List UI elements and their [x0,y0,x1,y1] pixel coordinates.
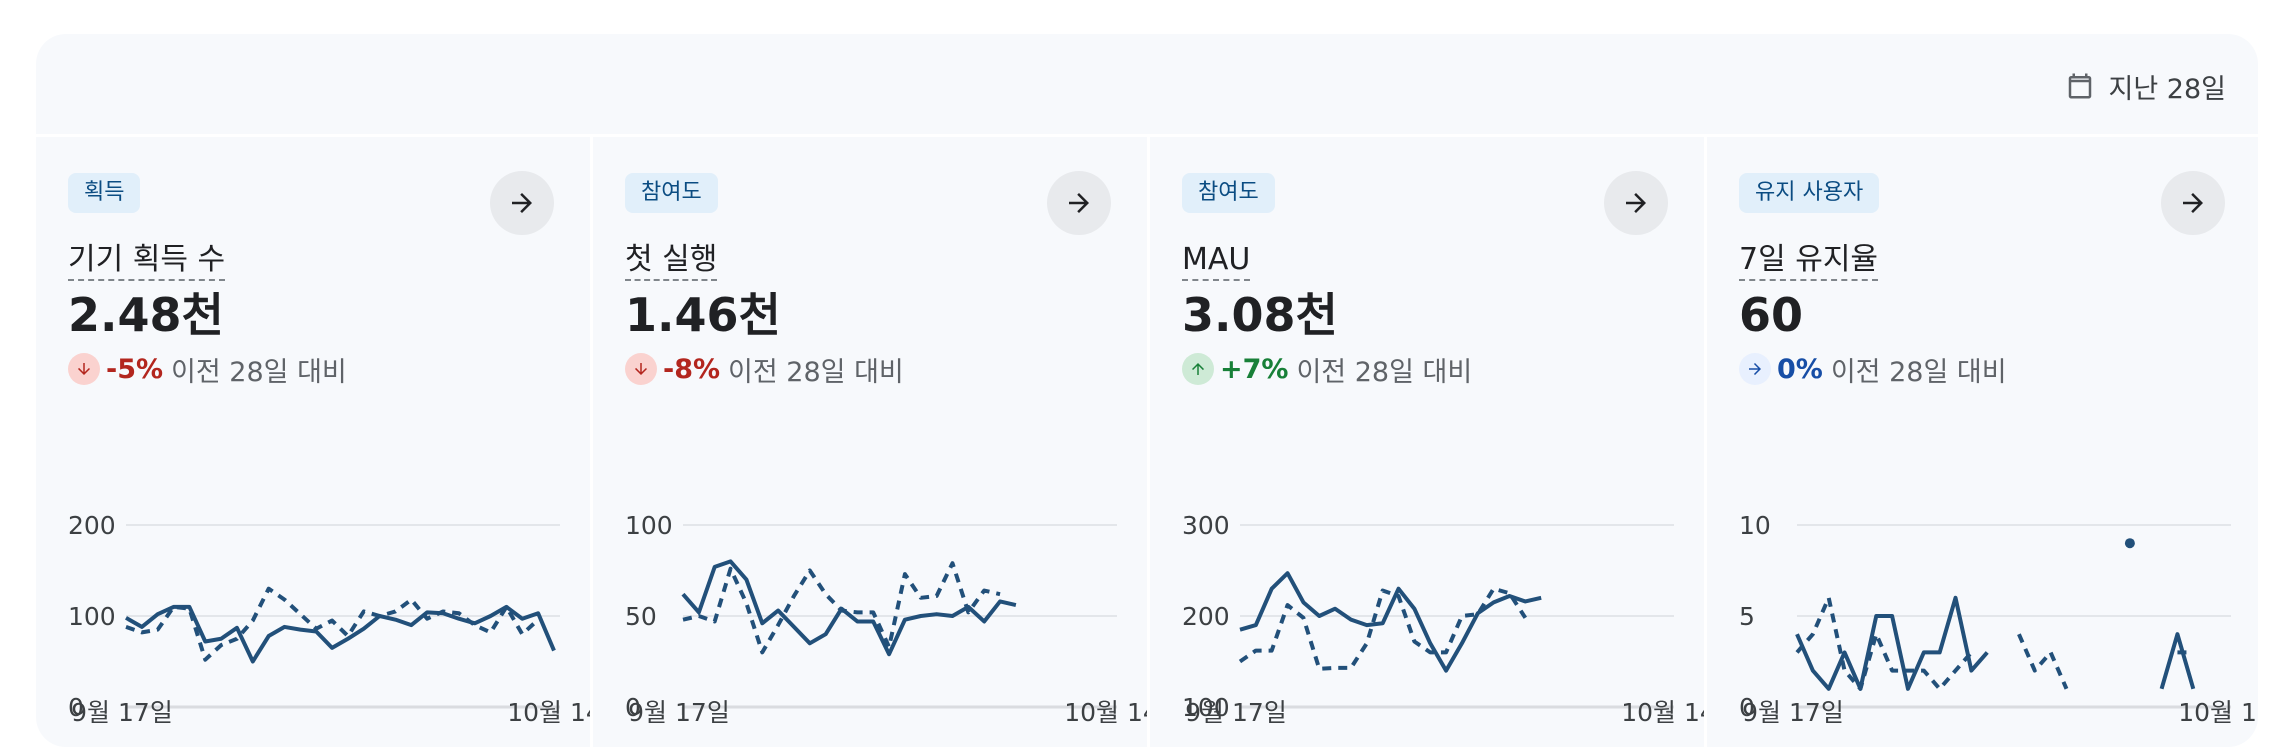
arrow-right-icon [1626,193,1646,213]
y-tick-label: 100 [625,511,673,540]
x-tick-label: 10월 14일 [1621,698,1704,727]
previous-period-line [682,561,1001,655]
current-period-line [2159,632,2196,690]
x-tick-label: 9월 17일 [71,698,173,727]
metric-card-retention: 유지 사용자 7일 유지율 60 0% 이전 28일 대비 0 5 10 9월 17일… [1707,137,2258,747]
y-tick-label: 200 [1182,602,1230,631]
metric-value: 2.48천 [68,288,224,342]
y-tick-label: 200 [68,511,116,540]
date-range-label: 지난 28일 [2108,73,2226,105]
current-period-line [681,559,1017,657]
previous-period-line [2017,633,2069,690]
metric-value: 3.08천 [1182,288,1338,342]
current-period-line [1795,595,1989,691]
trend-chart: 0 100 200 9월 17일 10월 14일 [68,511,590,727]
x-tick-label: 10월 14일 [2178,698,2258,727]
current-period-line [1239,571,1542,673]
metric-value: 1.46천 [625,288,781,342]
metric-card-mau: 참여도 MAU 3.08천 +7% 이전 28일 대비 100 200 300 9월 … [1150,137,1704,747]
header-divider [36,134,2258,137]
x-tick-label: 9월 17일 [1185,698,1287,727]
delta-comparison: 이전 28일 대비 [1296,356,1473,388]
y-tick-label: 5 [1739,602,1755,631]
trend-chart: 0 50 100 9월 17일 10월 14일 [625,511,1147,727]
x-tick-label: 10월 14일 [1064,698,1147,727]
metric-value: 60 [1739,288,1804,342]
arrow-right-icon [512,193,532,213]
card-divider [590,137,593,747]
card-divider [1704,137,1707,747]
y-tick-label: 50 [625,602,657,631]
delta-value: -8% [663,353,721,385]
delta-comparison: 이전 28일 대비 [171,356,347,388]
y-tick-label: 300 [1182,511,1230,540]
y-tick-label: 0 [68,693,84,722]
arrow-right-icon [2183,193,2203,213]
card-divider [1147,137,1150,747]
arrow-right-icon [1739,353,1771,385]
arrow-up-icon [1182,353,1214,385]
y-tick-label: 0 [625,693,641,722]
previous-period-line [125,586,540,662]
y-tick-label: 100 [1182,693,1230,722]
x-tick-label: 9월 17일 [628,698,730,727]
x-tick-label: 9월 17일 [1742,698,1844,727]
delta-comparison: 이전 28일 대비 [728,356,904,388]
trend-chart: 0 5 10 9월 17일 10월 14일 [1739,511,2258,727]
open-report-button[interactable] [1047,171,1111,235]
metric-delta: +7% 이전 28일 대비 [1182,349,1472,389]
arrow-down-icon [68,353,100,385]
delta-value: +7% [1220,353,1289,385]
category-chip: 유지 사용자 [1739,173,1880,213]
metrics-panel: 지난 28일 획득 기기 획득 수 2.48천 -5% 이전 28일 대비 0 1… [36,34,2258,747]
category-chip: 참여도 [625,173,718,213]
trend-chart: 100 200 300 9월 17일 10월 14일 [1182,511,1704,727]
metric-title[interactable]: MAU [1182,241,1251,281]
arrow-down-icon [625,353,657,385]
open-report-button[interactable] [2161,171,2225,235]
series-point [2124,538,2135,549]
metric-delta: 0% 이전 28일 대비 [1739,349,2007,389]
x-tick-label: 10월 14일 [507,698,590,727]
open-report-button[interactable] [490,171,554,235]
metric-card-device-acquisitions: 획득 기기 획득 수 2.48천 -5% 이전 28일 대비 0 100 200 9월… [36,137,590,747]
category-chip: 참여도 [1182,173,1275,213]
y-tick-label: 10 [1739,511,1771,540]
metric-card-first-open: 참여도 첫 실행 1.46천 -8% 이전 28일 대비 0 50 100 9월 17… [593,137,1147,747]
open-report-button[interactable] [1604,171,1668,235]
previous-period-line [1238,586,1528,671]
metric-title[interactable]: 7일 유지율 [1739,241,1879,281]
current-period-line [125,604,556,664]
delta-value: -5% [106,353,164,385]
metric-title[interactable]: 기기 획득 수 [68,241,226,281]
delta-value: 0% [1777,353,1823,385]
panel-header: 지난 28일 [36,34,2258,134]
calendar-icon [2068,73,2091,99]
metric-delta: -8% 이전 28일 대비 [625,349,904,389]
date-range-selector[interactable]: 지난 28일 [2065,64,2226,108]
delta-comparison: 이전 28일 대비 [1830,356,2007,388]
category-chip: 획득 [68,173,141,213]
metric-title[interactable]: 첫 실행 [625,241,718,281]
previous-period-line [1795,595,1973,691]
y-tick-label: 0 [1739,693,1755,722]
arrow-right-icon [1069,193,1089,213]
metric-delta: -5% 이전 28일 대비 [68,349,347,389]
y-tick-label: 100 [68,602,116,631]
